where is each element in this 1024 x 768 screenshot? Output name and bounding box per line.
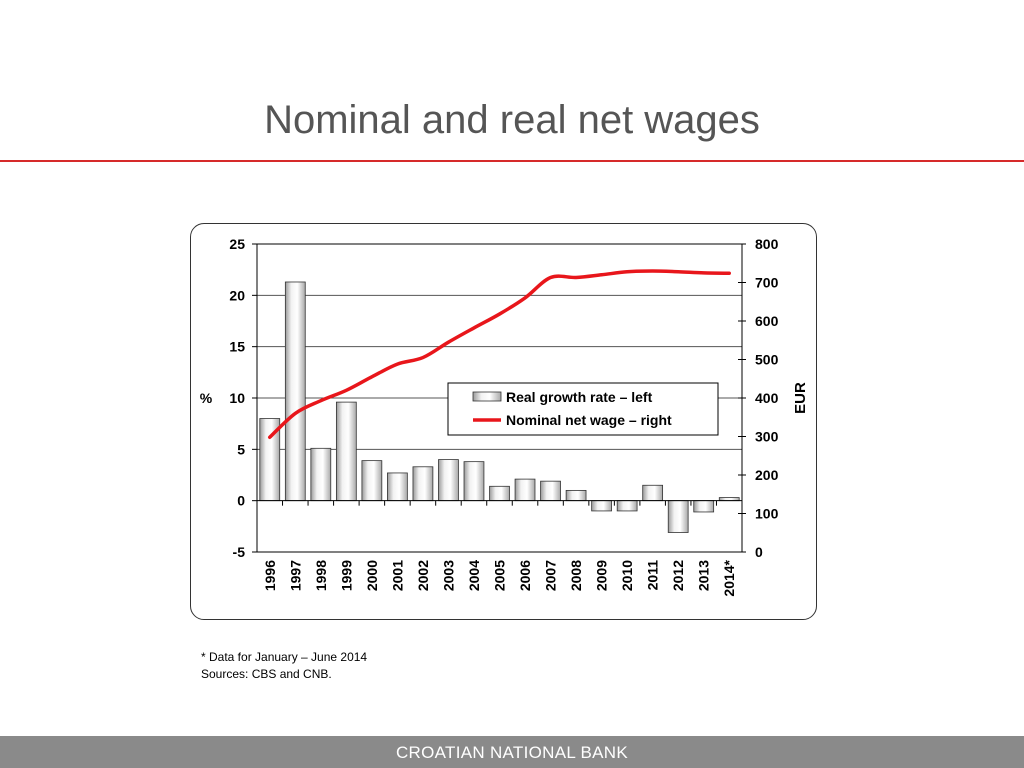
nominal-wage-line bbox=[268, 269, 731, 440]
legend-bar-label: Real growth rate – left bbox=[506, 389, 653, 405]
category-label: 2011 bbox=[645, 560, 661, 591]
category-label: 2012 bbox=[670, 560, 686, 591]
category-label: 2013 bbox=[696, 560, 712, 591]
line-series bbox=[268, 269, 731, 440]
category-label: 1997 bbox=[287, 560, 303, 591]
slide-title: Nominal and real net wages bbox=[264, 98, 760, 142]
bar-2006 bbox=[514, 478, 536, 502]
bar-2002 bbox=[412, 466, 434, 502]
category-label: 2014* bbox=[721, 559, 737, 596]
bar-2008 bbox=[565, 489, 587, 502]
bar-2003 bbox=[438, 459, 459, 502]
footer-brand: CROATIAN NATIONAL BANK bbox=[395, 743, 629, 762]
right-axis-title: EUR bbox=[792, 382, 809, 414]
category-label: 2001 bbox=[389, 560, 405, 591]
axis-labels: -5 0 5 10 15 20 25 0 100 200 300 400 500 600 700 800% EU… bbox=[200, 236, 809, 597]
sources-note: Sources: CBS and CNB. bbox=[201, 667, 332, 681]
category-label: 1999 bbox=[338, 560, 354, 591]
footnote: * Data for January – June 2014 bbox=[201, 650, 368, 664]
left-tick-label: 10 bbox=[229, 390, 245, 406]
chart-frame: -5 0 5 10 15 20 25 0 100 200 300 400 500 600 700 800% EU… bbox=[190, 223, 817, 620]
right-tick-label: 800 bbox=[755, 236, 779, 252]
left-tick-label: 5 bbox=[237, 441, 245, 457]
legend: Real growth rate – left Nominal net wage … bbox=[447, 382, 719, 436]
legend-bar-swatch bbox=[472, 391, 502, 402]
left-tick-label: 25 bbox=[229, 236, 245, 252]
category-label: 2006 bbox=[517, 560, 533, 591]
left-axis-title: % bbox=[200, 390, 213, 406]
right-tick-label: 300 bbox=[755, 429, 779, 445]
left-tick-label: 0 bbox=[237, 493, 245, 509]
left-tick-label: 15 bbox=[229, 339, 245, 355]
bar-2005 bbox=[489, 485, 510, 502]
bar-2004 bbox=[463, 461, 485, 502]
category-label: 1998 bbox=[313, 560, 329, 591]
bar-1997 bbox=[284, 281, 306, 502]
right-tick-label: 400 bbox=[755, 390, 779, 406]
category-label: 2009 bbox=[594, 560, 610, 591]
bar-2011 bbox=[642, 484, 664, 502]
category-label: 2002 bbox=[415, 560, 431, 591]
category-label: 2004 bbox=[466, 560, 482, 591]
right-tick-label: 200 bbox=[755, 467, 779, 483]
right-tick-label: 600 bbox=[755, 313, 779, 329]
bar-1999 bbox=[335, 401, 357, 502]
right-tick-label: 700 bbox=[755, 275, 779, 291]
bar-2000 bbox=[361, 460, 383, 502]
left-tick-label: 20 bbox=[229, 287, 245, 303]
right-tick-label: 500 bbox=[755, 352, 779, 368]
wages-chart: -5 0 5 10 15 20 25 0 100 200 300 400 500 600 700 800% EU… bbox=[200, 236, 809, 597]
category-label: 1996 bbox=[262, 560, 278, 591]
category-label: 2007 bbox=[543, 560, 559, 591]
bar-2001 bbox=[387, 472, 408, 502]
right-tick-label: 100 bbox=[755, 506, 779, 522]
category-label: 2008 bbox=[568, 560, 584, 591]
axes bbox=[252, 243, 746, 553]
right-tick-label: 0 bbox=[755, 544, 763, 560]
category-label: 2000 bbox=[364, 560, 380, 591]
title-divider bbox=[0, 160, 1024, 162]
category-label: 2010 bbox=[619, 560, 635, 591]
bar-2012 bbox=[667, 500, 689, 533]
bar-2009 bbox=[591, 500, 612, 512]
bar-2007 bbox=[540, 480, 561, 502]
left-tick-label: -5 bbox=[233, 544, 246, 560]
category-label: 2003 bbox=[440, 560, 456, 591]
legend-line-label: Nominal net wage – right bbox=[506, 412, 672, 428]
bar-2010 bbox=[616, 500, 638, 512]
footer-bar: CROATIAN NATIONAL BANK bbox=[0, 736, 1024, 768]
bar-2013 bbox=[693, 500, 715, 513]
category-label: 2005 bbox=[492, 560, 508, 591]
bar-1998 bbox=[310, 447, 332, 502]
